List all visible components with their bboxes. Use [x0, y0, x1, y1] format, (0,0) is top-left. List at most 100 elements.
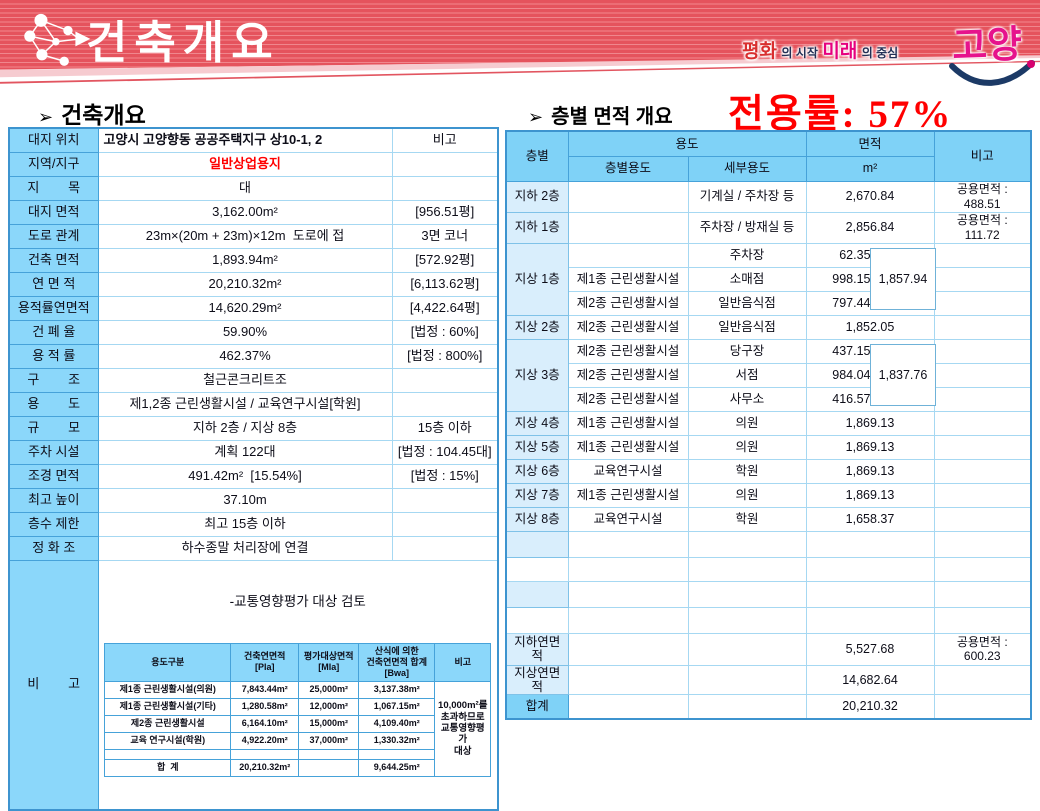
ov-value: 20,210.32m² — [97, 271, 393, 297]
tagline-start: 의 시작 — [781, 46, 818, 60]
tt-cell: 15,000m² — [298, 714, 360, 733]
ov-value: 대 — [97, 175, 393, 201]
ov-value: 3,162.00m² — [97, 199, 393, 225]
ov-label: 규 모 — [8, 415, 99, 441]
fl-floor: 지상 2층 — [505, 314, 569, 340]
ov-label: 지역/지구 — [8, 151, 99, 177]
tt-total: 9,644.25m² — [358, 758, 436, 777]
ov-remark: [법정 : 60%] — [391, 319, 499, 345]
ov-label: 층수 제한 — [8, 511, 99, 537]
fl-header-area: 면적 — [805, 130, 935, 157]
ov-label: 용 적 률 — [8, 343, 99, 369]
fl-floor: 지상 6층 — [505, 458, 569, 484]
arrow-bullet-icon: ➢ — [528, 107, 544, 127]
ov-label: 정 화 조 — [8, 535, 99, 561]
page-title: 건축개요 — [86, 17, 280, 68]
fl-total-basement: 지하연면적 — [505, 632, 569, 666]
ov-remark: [법정 : 15%] — [391, 463, 499, 489]
fl-floor: 지상 8층 — [505, 506, 569, 532]
ov-remark: 비고 — [391, 127, 499, 153]
ov-value: 하수종말 처리장에 연결 — [97, 535, 393, 561]
tt-header-eval-area: 평가대상면적 [Mla] — [298, 642, 360, 682]
ov-label: 건 폐 율 — [8, 319, 99, 345]
ov-remark: [4,422.64평] — [391, 295, 499, 321]
ov-remark — [391, 367, 499, 393]
fl-floor: 지상 1층 — [505, 242, 569, 316]
ov-label: 조경 면적 — [8, 463, 99, 489]
arrow-bullet-icon: ➢ — [38, 107, 54, 127]
tt-cell: 1,330.32m² — [358, 731, 436, 750]
right-section-title: ➢ 층별 면적 개요 — [528, 106, 673, 128]
ov-label: 대지 위치 — [8, 127, 99, 153]
ov-label: 용 도 — [8, 391, 99, 417]
ov-value: 일반상업용지 — [97, 151, 393, 177]
tt-cell: 제1종 근린생활시설(의원) — [104, 680, 232, 699]
traffic-review-title: -교통영향평가 대상 검토 — [229, 594, 366, 610]
tt-cell: 4,109.40m² — [358, 714, 436, 733]
exclusive-use-rate: 전용률: 57% — [728, 93, 953, 136]
tt-cell: 1,280.58m² — [230, 697, 300, 716]
tt-cell: 교육 연구시설(학원) — [104, 731, 232, 750]
ov-value: 철근콘크리트조 — [97, 367, 393, 393]
ov-label: 주차 시설 — [8, 439, 99, 465]
tt-cell-empty — [104, 748, 232, 760]
ov-remark: [956.51평] — [391, 199, 499, 225]
ov-value: 1,893.94m² — [97, 247, 393, 273]
ov-remark: 15층 이하 — [391, 415, 499, 441]
ov-label: 용적률연면적 — [8, 295, 99, 321]
ov-value: 462.37% — [97, 343, 393, 369]
fl-header-use: 용도 — [567, 130, 807, 157]
tt-total — [298, 758, 360, 777]
tt-total: 20,210.32m² — [230, 758, 300, 777]
fl-total-ground: 지상연면적 — [505, 664, 569, 696]
goyang-smile-icon — [949, 60, 1035, 86]
ov-label: 도로 관계 — [8, 223, 99, 249]
fl-floor: 지상 5층 — [505, 434, 569, 460]
ov-label: 대지 면적 — [8, 199, 99, 225]
ov-label: 건축 면적 — [8, 247, 99, 273]
tt-header-use: 용도구분 — [104, 642, 232, 682]
ov-remark: [법정 : 104.45대] — [391, 439, 499, 465]
ov-label: 지 목 — [8, 175, 99, 201]
ov-value: 59.90% — [97, 319, 393, 345]
ov-value: 37.10m — [97, 487, 393, 513]
floor-area-table: 층별 용도 면적 비고 층별용도 세부용도 m² 지하 2층 기계실 / 주차장 … — [505, 130, 1033, 720]
ov-remark — [391, 391, 499, 417]
fl-header-remark: 비고 — [933, 130, 1032, 182]
ov-remark: [법정 : 800%] — [391, 343, 499, 369]
fl-empty-row — [505, 556, 569, 582]
tt-cell: 7,843.44m² — [230, 680, 300, 699]
ov-note-label: 비 고 — [8, 559, 99, 811]
network-molecule-icon — [24, 13, 91, 66]
tt-cell: 제1종 근린생활시설(기타) — [104, 697, 232, 716]
fl-floor: 지상 3층 — [505, 338, 569, 412]
tt-remark-merged: 10,000m²를 초과하므로 교통영향평가 대상 — [434, 680, 492, 777]
ov-remark: [572.92평] — [391, 247, 499, 273]
tagline-future: 미래 — [822, 41, 858, 62]
tt-cell: 3,137.38m² — [358, 680, 436, 699]
tt-header-formula-sum: 산식에 의한 건축연면적 합계 [Bwa] — [358, 642, 436, 682]
traffic-impact-table: 용도구분 건축연면적 [Pla] 평가대상면적 [Mla] 산식에 의한 건축연… — [104, 642, 492, 777]
ov-remark — [391, 535, 499, 561]
fl-empty-row — [505, 580, 569, 608]
ov-value: 계획 122대 — [97, 439, 393, 465]
ov-value: 최고 15층 이하 — [97, 511, 393, 537]
ov-remark: [6,113.62평] — [391, 271, 499, 297]
header-banner: 건축개요 평화 의 시작 미래 의 중심 고양 — [0, 0, 1040, 92]
ov-value: 14,620.29m² — [97, 295, 393, 321]
tt-cell: 37,000m² — [298, 731, 360, 750]
tt-cell: 25,000m² — [298, 680, 360, 699]
tt-cell: 4,922.20m² — [230, 731, 300, 750]
ov-label: 연 면 적 — [8, 271, 99, 297]
ov-remark — [391, 511, 499, 537]
fl-floor: 지상 7층 — [505, 482, 569, 508]
fl-header-unit: m² — [805, 155, 935, 182]
ov-value: 제1,2종 근린생활시설 / 교육연구시설[학원] — [97, 391, 393, 417]
fl-floor: 지하 1층 — [505, 211, 569, 244]
ov-label: 구 조 — [8, 367, 99, 393]
ov-value: 지하 2층 / 지상 8층 — [97, 415, 393, 441]
ov-remark — [391, 487, 499, 513]
fl-floor: 지하 2층 — [505, 180, 569, 213]
ov-remark — [391, 175, 499, 201]
tt-header-remark: 비고 — [434, 642, 492, 682]
